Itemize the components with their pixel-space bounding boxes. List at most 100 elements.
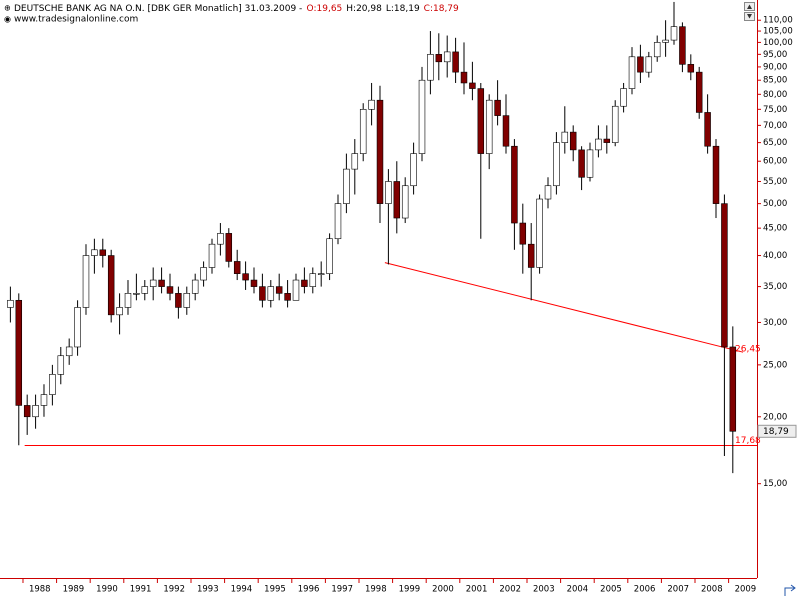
candle-body: [317, 273, 325, 275]
y-tick-label: 60,00: [763, 157, 787, 167]
subtitle: www.tradesignalonline.com: [14, 15, 138, 25]
candle-body: [595, 138, 602, 151]
y-tick-label: 35,00: [763, 282, 787, 292]
x-tick-label: 1996: [298, 585, 320, 595]
corner-icon[interactable]: [784, 584, 796, 596]
last-price-box: [757, 424, 797, 438]
x-tick-label: 2006: [634, 585, 656, 595]
ohlc-label: C:18,79: [424, 4, 459, 14]
candle-body: [427, 54, 434, 81]
candle-body: [166, 286, 174, 294]
x-tick-label: 1993: [197, 585, 219, 595]
candle-body: [32, 405, 39, 418]
candle-body: [309, 273, 317, 287]
y-tick-label: 85,00: [763, 76, 787, 86]
x-tick-label: 1999: [399, 585, 421, 595]
candle-body: [628, 56, 636, 89]
candle-body: [250, 279, 258, 287]
candle-body: [704, 112, 711, 147]
candle-body: [494, 99, 501, 116]
candle-body: [91, 249, 98, 256]
candle-body: [511, 145, 518, 224]
x-tick-label: 1992: [163, 585, 185, 595]
candle-body: [519, 222, 527, 245]
candle-body: [443, 51, 451, 63]
candle-body: [225, 233, 233, 262]
candle-body: [544, 185, 552, 200]
subtitle-icon: ◉: [4, 15, 11, 24]
y-tick-label: 20,00: [763, 412, 787, 422]
candle-body: [40, 394, 48, 406]
y-tick-label: 55,00: [763, 177, 787, 187]
candle-body: [653, 42, 661, 58]
candle-body: [158, 279, 165, 287]
candle-body: [586, 149, 594, 178]
candle-body: [7, 299, 14, 308]
candle-body: [208, 243, 216, 268]
ohlc-label: H:20,98: [346, 4, 382, 14]
candle-body: [611, 105, 619, 143]
x-tick-label: 1990: [96, 585, 118, 595]
y-tick-label: 45,00: [763, 224, 787, 234]
candle-body: [107, 255, 115, 316]
candle-body: [82, 255, 90, 308]
candle-body: [418, 79, 426, 154]
x-tick-label: 1995: [264, 585, 286, 595]
candle-body: [460, 71, 468, 84]
candle-body: [393, 181, 401, 219]
candle-body: [687, 64, 695, 73]
candle-body: [569, 131, 577, 151]
x-tick-label: 1991: [130, 585, 152, 595]
scroll-up-arrow: [747, 4, 752, 9]
trend-line: [384, 262, 744, 353]
y-tick-label: 100,00: [763, 38, 793, 48]
candle-body: [301, 279, 308, 287]
candle-body: [242, 273, 249, 281]
y-tick-label: 110,00: [763, 16, 793, 26]
candle-body: [410, 153, 417, 187]
candle-body: [645, 56, 653, 73]
candle-body: [637, 56, 644, 73]
candle-body: [729, 346, 737, 432]
candle-body: [351, 153, 359, 170]
candle-body: [259, 286, 266, 301]
candle-body: [99, 249, 107, 256]
last-price-label: 18,79: [763, 427, 789, 437]
candle-body: [141, 286, 149, 294]
candle-body: [401, 185, 409, 219]
candle-body: [233, 261, 241, 274]
candle-body: [712, 145, 720, 204]
candle-body: [679, 26, 686, 65]
candle-body: [477, 88, 485, 154]
candle-body: [553, 142, 560, 187]
y-tick-label: 105,00: [763, 27, 793, 37]
candle-body: [267, 286, 275, 301]
y-tick-label: 15,00: [763, 479, 787, 489]
y-tick-label: 50,00: [763, 199, 787, 209]
candle-body: [527, 243, 535, 268]
candle-body: [57, 355, 65, 375]
candle-body: [191, 279, 199, 294]
title-icon: ⊕: [4, 4, 11, 13]
candle-body: [721, 203, 728, 348]
candle-body: [200, 267, 207, 281]
candle-body: [175, 293, 182, 308]
trend-label: 26,45: [735, 344, 761, 354]
candle-body: [74, 307, 81, 348]
candle-body: [536, 198, 543, 268]
x-tick-label: 2003: [533, 585, 555, 595]
candle-body: [603, 138, 611, 143]
candle-body: [670, 26, 678, 41]
candle-body: [23, 405, 31, 418]
scroll-down-arrow: [747, 14, 752, 19]
candle-body: [116, 307, 123, 316]
candle-body: [578, 149, 585, 178]
candle-body: [334, 203, 342, 240]
candle-body: [502, 115, 510, 147]
x-tick-label: 2009: [735, 585, 757, 595]
candle-body: [124, 293, 132, 308]
scroll-buttons[interactable]: [744, 2, 755, 21]
